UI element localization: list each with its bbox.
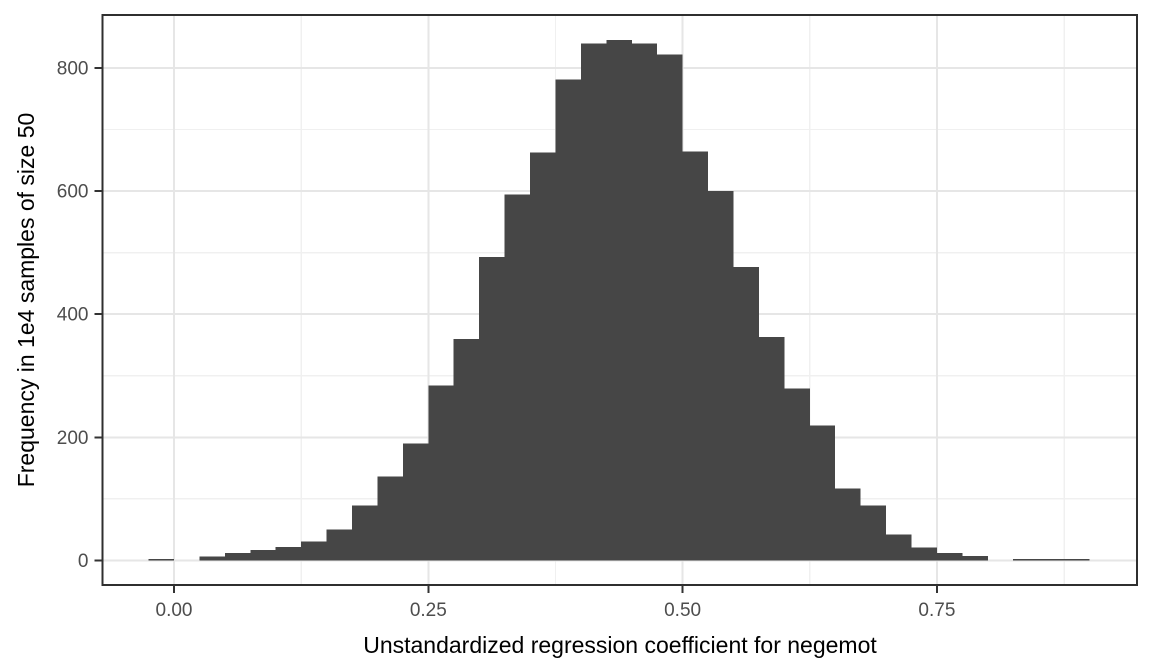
histogram-bar [530,152,556,561]
histogram-bar [860,505,887,561]
histogram-bar [631,43,658,561]
axis-ticks [94,66,938,593]
histogram-bar [886,534,912,561]
histogram-bar [758,336,785,561]
histogram-bar [402,443,429,561]
histogram-bar [352,505,378,561]
histogram-bars [148,40,1090,561]
histogram-bar [224,552,251,561]
histogram-bar [708,191,734,561]
histogram-bar [275,546,302,561]
x-tick-label: 0.25 [410,600,447,621]
histogram-bar [377,476,403,561]
histogram-bar [784,388,810,561]
y-tick-label: 200 [57,428,89,449]
x-tick-label: 0.00 [156,600,193,621]
x-tick-label: 0.50 [664,600,701,621]
x-tick-label: 0.75 [918,600,955,621]
y-tick-label: 0 [78,551,89,572]
histogram-bar [148,559,175,561]
axis-tick-labels: 0.00 0.25 0.50 0.75 0 200 400 600 800 [57,58,956,621]
histogram-bar [453,338,480,561]
histogram-bar [326,529,353,561]
histogram-bar [555,79,581,561]
histogram-bar [479,256,505,561]
histogram-bar [936,552,963,561]
x-axis-title: Unstandardized regression coefficient fo… [363,632,877,658]
y-axis-title: Frequency in 1e4 samples of size 50 [13,113,39,488]
y-tick-label: 400 [57,305,89,326]
histogram-bar [1013,559,1039,561]
histogram-bar [682,151,709,561]
histogram-bar [1064,559,1090,561]
histogram-bar [1038,559,1065,561]
histogram-bar [580,43,607,561]
histogram-bar [250,549,276,561]
histogram-bar [199,556,225,561]
histogram-bar [504,194,531,561]
panel-border [101,14,1138,586]
histogram-bar [733,266,759,561]
histogram-bar [911,547,937,561]
histogram-bar [657,54,683,561]
histogram-bar [962,556,988,561]
histogram-bar [835,488,861,561]
histogram-bar [301,541,327,561]
histogram-bar [809,425,836,561]
histogram-bar [428,385,454,561]
y-tick-label: 800 [57,58,89,79]
y-tick-label: 600 [57,182,89,203]
histogram-bar [606,40,632,561]
